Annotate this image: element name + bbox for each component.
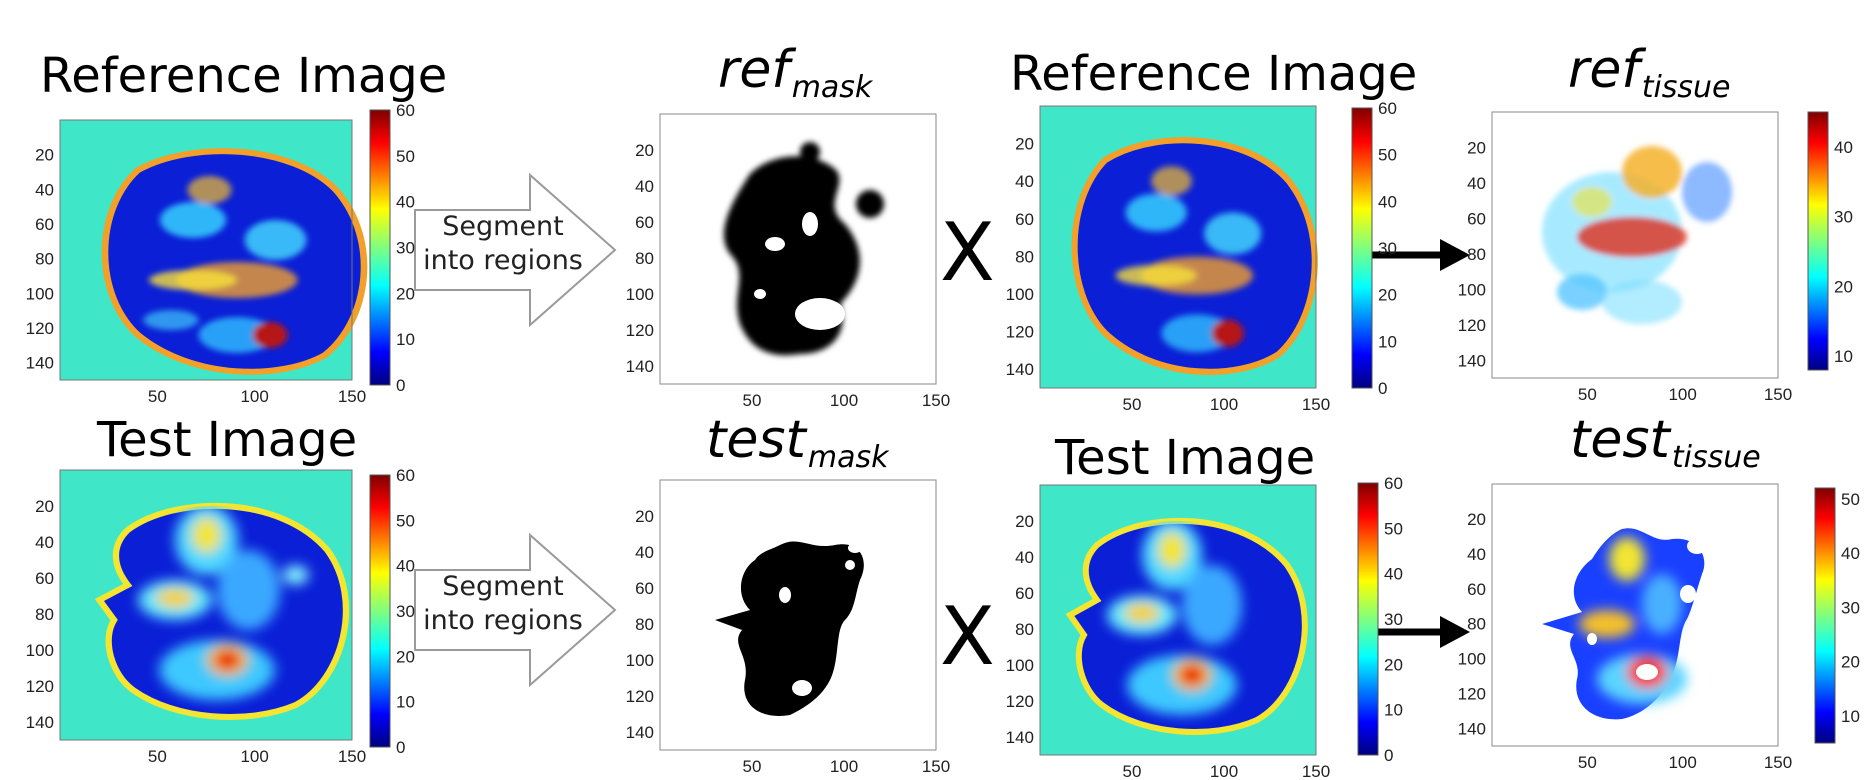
colorbar-tick-label: 20 bbox=[1378, 286, 1397, 305]
colorbar-tick-label: 10 bbox=[1378, 332, 1397, 351]
ref-mask-main: ref bbox=[718, 40, 790, 100]
ref-tissue-title: reftissue bbox=[1568, 44, 1731, 103]
segment-label-1-line1: Segment bbox=[442, 211, 564, 242]
test-image-heatmap-2 bbox=[980, 470, 1380, 775]
test-mask-main: test bbox=[706, 410, 806, 470]
test-tissue-main: test bbox=[1570, 410, 1670, 470]
colorbar-tick-label: 10 bbox=[1384, 701, 1403, 720]
ref-image-heatmap-2 bbox=[980, 100, 1380, 405]
test-mask-sub: mask bbox=[807, 440, 889, 475]
test-mask-region bbox=[715, 541, 864, 716]
multiply-operator-2: X bbox=[940, 590, 995, 683]
ref-mask-sub: mask bbox=[791, 70, 873, 105]
ref-image-title-1: Reference Image bbox=[40, 48, 448, 104]
segment-label-1: Segment into regions bbox=[408, 210, 598, 278]
colorbar-tick-label: 50 bbox=[1378, 146, 1397, 165]
ref-mask-title: refmask bbox=[718, 44, 872, 103]
test-image-title-1: Test Image bbox=[97, 412, 358, 468]
ref-image-title-2: Reference Image bbox=[1010, 46, 1418, 102]
ref-tissue-main: ref bbox=[1568, 40, 1640, 100]
multiply-operator-1: X bbox=[940, 206, 995, 299]
ref-tissue-image bbox=[1440, 100, 1870, 405]
test-mask-image bbox=[600, 460, 940, 765]
test-mask-title: testmask bbox=[706, 414, 889, 473]
test-tissue-sub: tissue bbox=[1671, 440, 1761, 475]
segment-arrow-1 bbox=[410, 170, 630, 335]
segment-label-2-line2: into regions bbox=[423, 604, 583, 636]
segment-label-1-line2: into regions bbox=[423, 244, 583, 276]
colorbar-tick-label: 50 bbox=[1384, 519, 1403, 538]
segment-label-2: Segment into regions bbox=[408, 570, 598, 638]
colorbar-tick-label: 40 bbox=[1384, 565, 1403, 584]
colorbar-tick-label: 60 bbox=[1384, 474, 1403, 493]
ref-tissue-sub: tissue bbox=[1641, 70, 1731, 105]
test-image-heatmap-1 bbox=[0, 460, 440, 765]
segment-arrow-2 bbox=[410, 530, 630, 695]
ref-image-heatmap-1 bbox=[0, 100, 440, 405]
segment-label-2-line1: Segment bbox=[442, 571, 564, 602]
result-arrow-2 bbox=[1362, 612, 1472, 657]
ref-mask-image bbox=[600, 100, 940, 405]
colorbar-tick-label: 20 bbox=[1384, 655, 1403, 674]
colorbar-tick-label: 0 bbox=[1384, 746, 1393, 765]
test-image-title-2: Test Image bbox=[1055, 430, 1316, 486]
result-arrow-1 bbox=[1362, 235, 1472, 280]
test-tissue-image bbox=[1440, 460, 1870, 765]
test-tissue-title: testtissue bbox=[1570, 414, 1761, 473]
colorbar-tick-label: 40 bbox=[1378, 192, 1397, 211]
